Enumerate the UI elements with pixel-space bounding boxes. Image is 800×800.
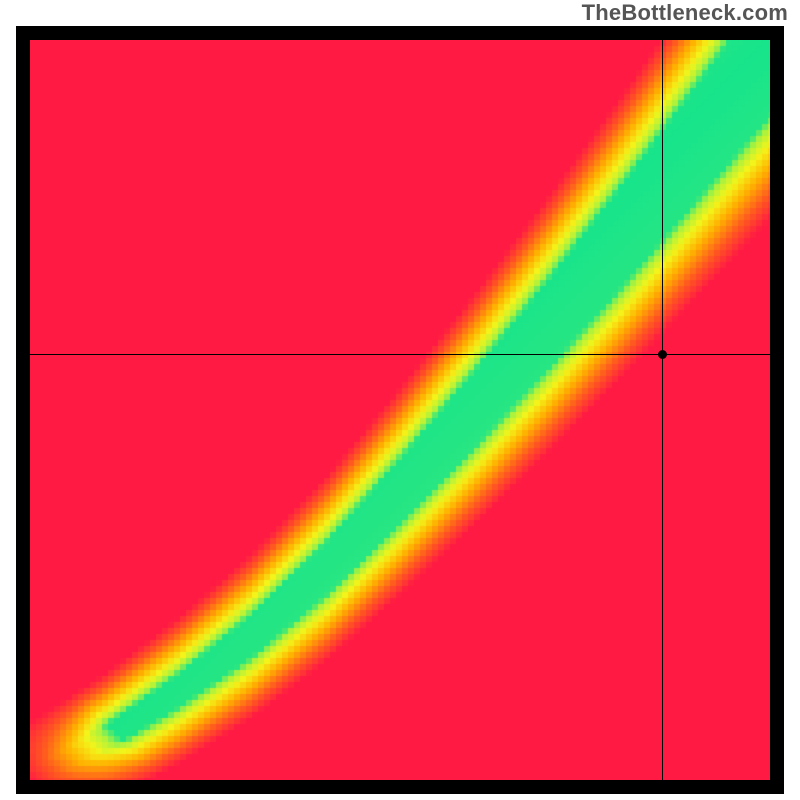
heatmap-region xyxy=(30,40,770,780)
chart-container: TheBottleneck.com xyxy=(0,0,800,800)
heatmap-canvas xyxy=(30,40,770,780)
plot-frame xyxy=(16,26,784,794)
watermark-text: TheBottleneck.com xyxy=(582,0,788,26)
crosshair-vertical xyxy=(662,40,664,780)
